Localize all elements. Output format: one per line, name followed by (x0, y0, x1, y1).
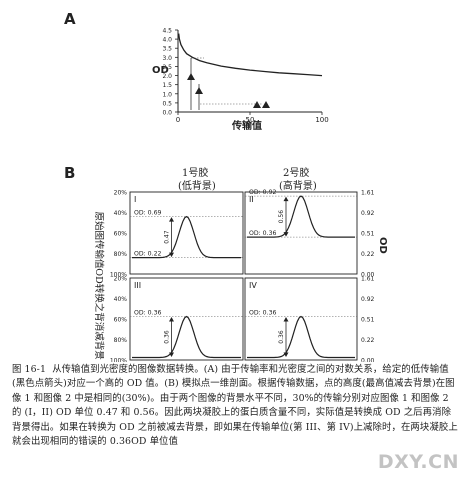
panel-frame (244, 277, 358, 361)
left-tick-label: 20% (114, 190, 128, 197)
profile-panel-iv: IV OD: 0.36 0.36 (244, 277, 358, 361)
panel-numeral: III (134, 281, 141, 290)
right-tick-label: 0.22 (361, 337, 375, 344)
panel-b-ticks: 20% 40% 60% 80% 100% 1.61 0.92 0.51 0.22 0.00 20% 4… (110, 190, 375, 363)
density-profile (132, 315, 241, 359)
left-tick-label: 60% (114, 231, 128, 238)
arrow-head (283, 196, 289, 202)
x-tick-label: 100 (315, 116, 328, 124)
delta-label: 0.36 (278, 330, 285, 344)
left-tick-label: 40% (114, 296, 128, 303)
arrow-head (283, 352, 289, 358)
od-lower-label: OD: 0.36 (249, 230, 277, 237)
panel-frame (129, 277, 244, 361)
y-tick-label: 2.0 (162, 73, 172, 80)
left-tick-label: 40% (114, 210, 128, 217)
x-tick-label: 0 (176, 116, 180, 124)
y-tick-label: 1.5 (162, 82, 172, 89)
y-tick-label: 2.5 (162, 64, 172, 71)
col1-subtitle: (低背景) (178, 179, 216, 192)
y-tick-label: 0.0 (162, 110, 172, 117)
caption-label: 图 16-1 (12, 364, 47, 375)
panel-numeral: I (134, 195, 136, 204)
right-tick-label: 0.00 (361, 358, 375, 363)
y-tick-label: 3.5 (162, 46, 172, 53)
left-tick-label: 100% (110, 358, 127, 363)
y-tick-label: 0.5 (162, 100, 172, 107)
col1-title: 1号胶 (182, 166, 208, 179)
right-tick-label: 0.22 (361, 251, 375, 258)
arrow-head (262, 101, 270, 108)
left-tick-label: 80% (114, 337, 128, 344)
profile-panel-i: I OD: 0.69 OD: 0.220.47 (129, 191, 244, 275)
right-axis-label: OD (377, 237, 388, 254)
right-tick-label: 0.92 (361, 210, 375, 217)
watermark: DXY.CN (377, 451, 459, 473)
density-profile (247, 195, 355, 238)
y-tick-label: 3.0 (162, 55, 172, 62)
left-tick-label: 20% (114, 276, 128, 283)
profile-panel-iii: III OD: 0.36 0.36 (129, 277, 244, 361)
x-tick-label: 50 (246, 116, 255, 124)
panel-numeral: II (249, 195, 254, 204)
od-upper-label: OD: 0.92 (249, 189, 277, 196)
arrow-head (253, 101, 261, 108)
figure: A 4.54.03.53.02.52.01.51.00.50.0 0 50 100 … (64, 10, 388, 362)
arrow-head (283, 317, 289, 322)
arrow-head (169, 352, 174, 358)
right-tick-label: 0.51 (361, 231, 375, 238)
caption-text: 从传输值到光密度的图像数据转换。(A) 由于传输率和光密度之间的对数关系，给定的… (12, 364, 458, 448)
panel-numeral: IV (249, 281, 257, 290)
od-upper-label: OD: 0.36 (249, 310, 277, 317)
delta-label: 0.47 (164, 230, 171, 244)
row1-label: 原始图传输值 (93, 211, 105, 269)
density-profile (132, 215, 241, 259)
panel-a-y-label: OD (152, 65, 169, 76)
y-tick-label: 4.0 (162, 37, 172, 44)
left-tick-label: 60% (114, 317, 128, 324)
panel-a-x-label: 传输值 (231, 119, 262, 132)
y-tick-label: 1.0 (162, 91, 172, 98)
y-tick-label: 4.5 (162, 28, 172, 35)
right-tick-label: 0.92 (361, 296, 375, 303)
row2-label: OD转换之背消减背景 (93, 268, 105, 359)
panel-frame (244, 191, 358, 275)
od-upper-label: OD: 0.69 (134, 210, 162, 217)
od-upper-label: OD: 0.36 (134, 310, 162, 317)
delta-label: 0.36 (164, 330, 171, 344)
panel-a-y-ticks: 4.5 4.0 3.5 3.0 2.5 2.0 1.5 1.0 0.5 0.0 (162, 28, 178, 117)
panel-frame (129, 191, 244, 275)
arrow-head (187, 73, 195, 80)
right-tick-label: 1.61 (361, 276, 375, 283)
panel-a-label: A (64, 10, 76, 28)
right-tick-label: 0.00 (361, 272, 375, 279)
od-lower-label: OD: 0.22 (134, 251, 162, 258)
delta-label: 0.56 (278, 210, 285, 224)
panel-b-label: B (64, 164, 75, 182)
arrow-head (169, 217, 174, 222)
col2-subtitle: (高背景) (279, 179, 317, 192)
panel-b: B 1号胶 (低背景) 2号胶 (高背景) 原始图传输值 OD转换之背消减背景 … (64, 164, 388, 362)
right-tick-label: 0.51 (361, 317, 375, 324)
arrow-head (195, 87, 203, 94)
panel-a: A 4.54.03.53.02.52.01.51.00.50.0 0 50 100 … (64, 10, 329, 132)
arrow-head (169, 317, 174, 322)
left-tick-label: 80% (114, 251, 128, 258)
right-tick-label: 1.61 (361, 190, 375, 197)
density-profile (247, 315, 355, 359)
figure-caption: 图 16-1 从传输值到光密度的图像数据转换。(A) 由于传输率和光密度之间的对… (12, 363, 458, 449)
left-tick-label: 100% (110, 272, 127, 279)
arrow-head (283, 232, 289, 237)
panel-a-curve (178, 33, 323, 77)
col2-title: 2号胶 (283, 166, 309, 179)
arrow-head (169, 252, 174, 258)
